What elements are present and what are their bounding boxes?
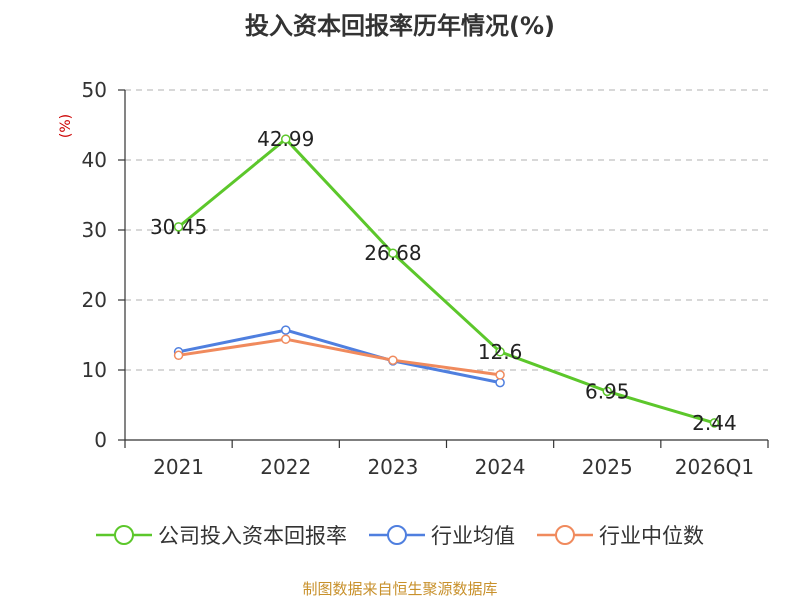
legend-label-company: 公司投入资本回报率 (158, 524, 347, 548)
data-point (281, 325, 291, 335)
y-tick-label: 10 (82, 358, 107, 382)
data-label: 42.99 (257, 127, 314, 151)
y-tick-label: 0 (94, 428, 107, 452)
legend-item-industry-median[interactable]: 行业中位数 (537, 520, 704, 550)
legend-label-industry-avg: 行业均值 (431, 524, 515, 548)
y-tick-label: 50 (82, 78, 107, 102)
y-tick-label: 20 (82, 288, 107, 312)
data-point (173, 350, 184, 361)
legend-swatch-industry-median (537, 525, 593, 545)
data-point (602, 386, 612, 397)
series-line (177, 137, 715, 425)
line-chart: 0 10 20 30 40 50 (%) 2021 2022 2023 2024 2025 2026Q1… (58, 78, 769, 479)
data-point (281, 334, 291, 344)
x-tick-label: 2024 (475, 455, 526, 479)
data-point (495, 347, 505, 357)
data-label: 6.95 (585, 379, 630, 403)
legend-item-company[interactable]: 公司投入资本回报率 (96, 520, 347, 550)
legend-label-industry-median: 行业中位数 (599, 524, 704, 548)
legend-item-industry-avg[interactable]: 行业均值 (369, 520, 515, 550)
data-label: 26.68 (364, 241, 421, 265)
x-tick-label: 2025 (582, 455, 633, 479)
source-note: 制图数据来自恒生聚源数据库 (302, 580, 498, 598)
y-axis-unit-label: (%) (58, 114, 74, 138)
y-tick-label: 30 (82, 218, 107, 242)
data-label: 12.6 (478, 340, 523, 364)
chart-title: 投入资本回报率历年情况(%) (245, 12, 555, 40)
data-point (173, 222, 184, 232)
x-tick-label: 2023 (367, 455, 418, 479)
series-line (178, 337, 501, 377)
legend-swatch-company (96, 525, 152, 545)
data-label: 30.45 (150, 215, 207, 239)
data-point (388, 355, 398, 365)
x-tick-label: 2022 (260, 455, 311, 479)
data-point (495, 377, 505, 388)
x-tick-label: 2026Q1 (675, 455, 754, 479)
data-point (495, 370, 505, 380)
y-tick-label: 40 (82, 148, 107, 172)
legend-swatch-industry-avg (369, 525, 425, 545)
data-point (281, 134, 291, 144)
data-label: 2.44 (692, 411, 737, 435)
series-line (178, 328, 501, 385)
x-tick-label: 2021 (153, 455, 204, 479)
data-point (388, 248, 398, 258)
data-point (709, 418, 720, 428)
legend: 公司投入资本回报率 行业均值 行业中位数 (0, 520, 800, 550)
